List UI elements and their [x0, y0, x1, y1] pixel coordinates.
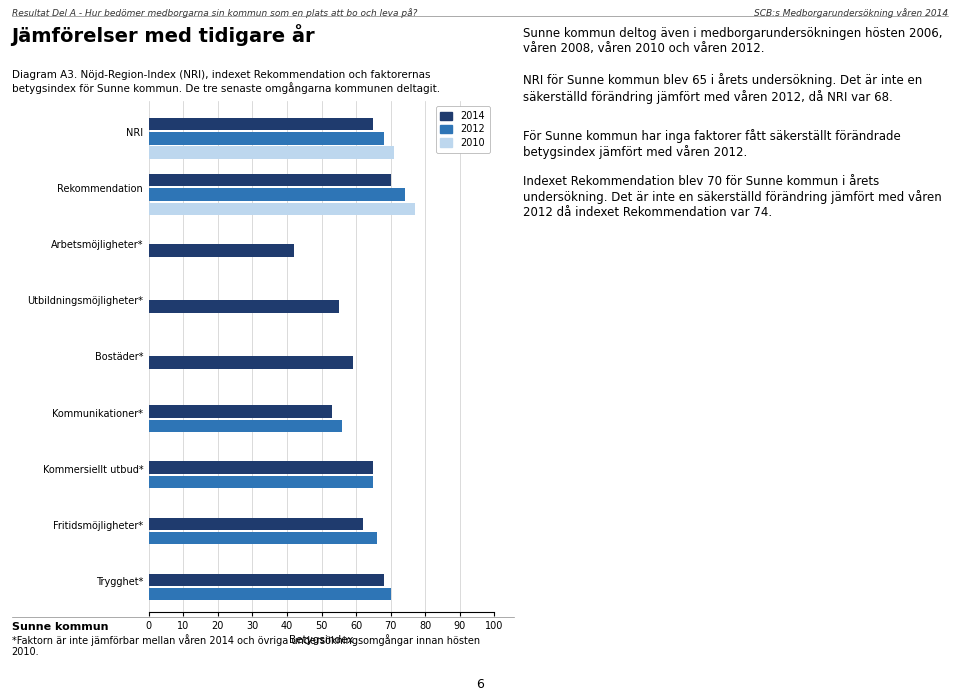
Bar — [149, 118, 373, 130]
Text: Diagram A3. Nöjd-Region-Index (NRI), indexet Rekommendation och faktorernas
bety: Diagram A3. Nöjd-Region-Index (NRI), ind… — [12, 70, 440, 94]
Bar — [149, 203, 415, 215]
Bar — [149, 532, 377, 545]
Text: Resultat Del A - Hur bedömer medborgarna sin kommun som en plats att bo och leva: Resultat Del A - Hur bedömer medborgarna… — [12, 8, 417, 18]
Text: Sunne kommun: Sunne kommun — [12, 622, 108, 632]
Text: Jämförelser med tidigare år: Jämförelser med tidigare år — [12, 24, 315, 46]
Bar — [149, 132, 384, 145]
Bar — [149, 174, 391, 187]
Bar — [149, 356, 352, 369]
X-axis label: Betygsindex: Betygsindex — [289, 635, 354, 644]
Legend: 2014, 2012, 2010: 2014, 2012, 2010 — [436, 106, 490, 153]
Bar — [149, 574, 384, 586]
Text: Sunne kommun deltog även i medborgarundersökningen hösten 2006,
våren 2008, våre: Sunne kommun deltog även i medborgarunde… — [523, 27, 943, 55]
Text: Indexet Rekommendation blev 70 för Sunne kommun i årets
undersökning. Det är int: Indexet Rekommendation blev 70 för Sunne… — [523, 175, 942, 219]
Bar — [149, 476, 373, 488]
Text: *Faktorn är inte jämförbar mellan våren 2014 och övriga undersökningsomgångar in: *Faktorn är inte jämförbar mellan våren … — [12, 634, 480, 658]
Bar — [149, 588, 391, 600]
Bar — [149, 405, 332, 418]
Text: NRI för Sunne kommun blev 65 i årets undersökning. Det är inte en
säkerställd fö: NRI för Sunne kommun blev 65 i årets und… — [523, 73, 923, 103]
Bar — [149, 517, 363, 530]
Bar — [149, 461, 373, 474]
Bar — [149, 188, 404, 201]
Bar — [149, 419, 343, 432]
Text: För Sunne kommun har inga faktorer fått säkerställt förändrade
betygsindex jämfö: För Sunne kommun har inga faktorer fått … — [523, 129, 900, 159]
Bar — [149, 245, 294, 257]
Text: 6: 6 — [476, 677, 484, 691]
Bar — [149, 147, 395, 159]
Text: SCB:s Medborgarundersökning våren 2014: SCB:s Medborgarundersökning våren 2014 — [755, 8, 948, 18]
Bar — [149, 301, 339, 312]
